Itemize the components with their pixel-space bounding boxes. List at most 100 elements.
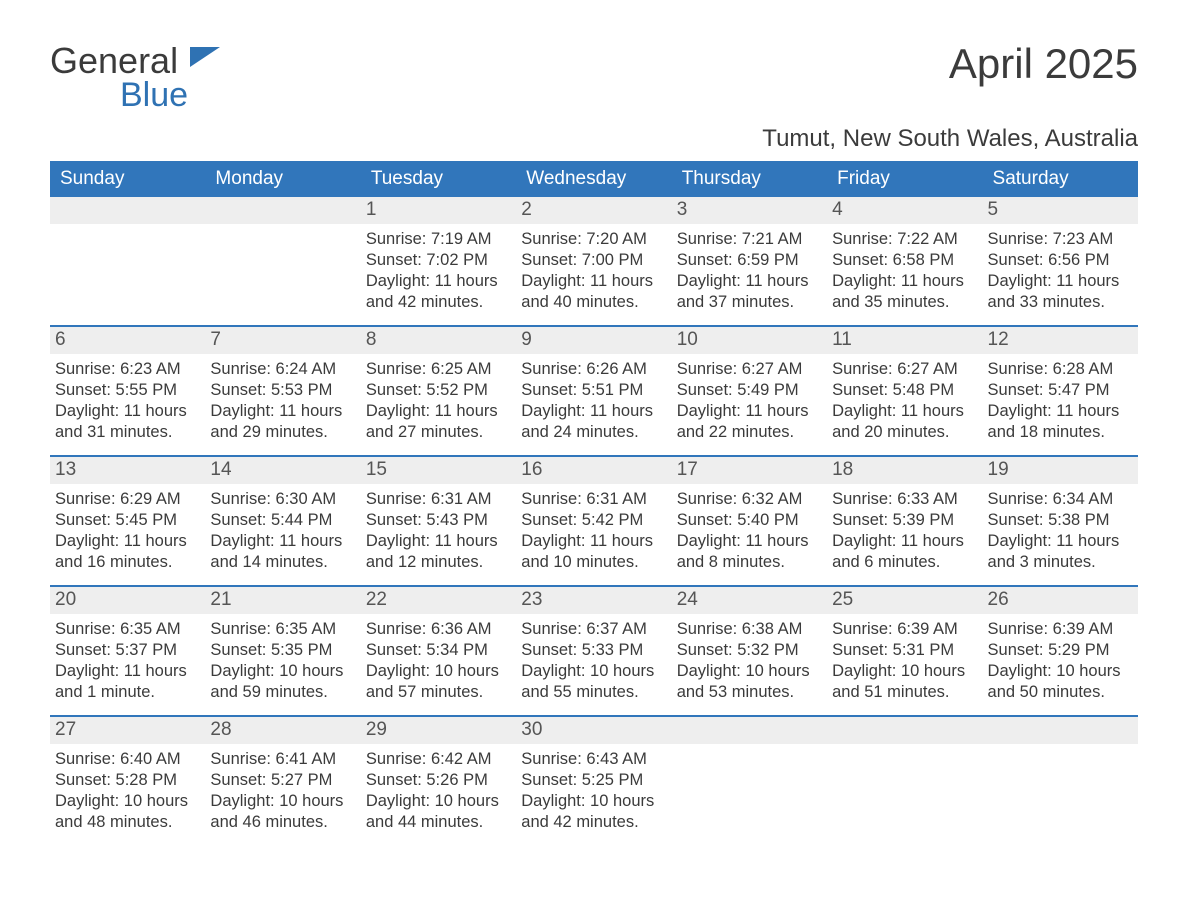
- date-number: 14: [205, 457, 360, 484]
- calendar-day: 24Sunrise: 6:38 AMSunset: 5:32 PMDayligh…: [672, 587, 827, 715]
- sunrise-text: Sunrise: 7:22 AM: [832, 229, 974, 250]
- daylight-text: Daylight: 11 hours and 35 minutes.: [832, 271, 974, 313]
- day-header-friday: Friday: [827, 161, 982, 197]
- calendar-day: 18 Sunrise: 6:33 AMSunset: 5:39 PMDayligh…: [827, 457, 982, 585]
- calendar-day: 14Sunrise: 6:30 AMSunset: 5:44 PMDayligh…: [205, 457, 360, 585]
- logo-flag-icon: [190, 40, 220, 81]
- calendar-day: 9Sunrise: 6:26 AMSunset: 5:51 PMDaylight…: [516, 327, 671, 455]
- sunrise-text: Sunrise: 6:35 AM: [55, 619, 197, 640]
- sunset-text: Sunset: 5:39 PM: [832, 510, 974, 531]
- day-header-tuesday: Tuesday: [361, 161, 516, 197]
- daylight-text: Daylight: 11 hours and 6 minutes.: [832, 531, 974, 573]
- sunset-text: Sunset: 5:29 PM: [988, 640, 1130, 661]
- day-details: Sunrise: 6:27 AMSunset: 5:48 PMDaylight:…: [827, 354, 982, 453]
- sunrise-text: Sunrise: 6:30 AM: [210, 489, 352, 510]
- calendar-day: 10Sunrise: 6:27 AMSunset: 5:49 PMDayligh…: [672, 327, 827, 455]
- sunset-text: Sunset: 6:56 PM: [988, 250, 1130, 271]
- daylight-text: Daylight: 10 hours and 46 minutes.: [210, 791, 352, 833]
- calendar-day: 19Sunrise: 6:34 AMSunset: 5:38 PMDayligh…: [983, 457, 1138, 585]
- sunset-text: Sunset: 5:47 PM: [988, 380, 1130, 401]
- calendar-day: 6Sunrise: 6:23 AMSunset: 5:55 PMDaylight…: [50, 327, 205, 455]
- sunrise-text: Sunrise: 6:43 AM: [521, 749, 663, 770]
- date-number: 18: [827, 457, 982, 484]
- sunset-text: Sunset: 5:55 PM: [55, 380, 197, 401]
- day-details: Sunrise: 6:39 AMSunset: 5:29 PMDaylight:…: [983, 614, 1138, 713]
- calendar-day: 17Sunrise: 6:32 AMSunset: 5:40 PMDayligh…: [672, 457, 827, 585]
- calendar-day: 5Sunrise: 7:23 AMSunset: 6:56 PMDaylight…: [983, 197, 1138, 325]
- calendar-day: 2Sunrise: 7:20 AMSunset: 7:00 PMDaylight…: [516, 197, 671, 325]
- day-details: Sunrise: 7:22 AMSunset: 6:58 PMDaylight:…: [827, 224, 982, 323]
- calendar-day: [205, 197, 360, 325]
- day-details: [50, 224, 205, 239]
- day-header-sunday: Sunday: [50, 161, 205, 197]
- sunrise-text: Sunrise: 6:33 AM: [832, 489, 974, 510]
- date-number: 21: [205, 587, 360, 614]
- calendar-week: 20Sunrise: 6:35 AMSunset: 5:37 PMDayligh…: [50, 585, 1138, 715]
- sunset-text: Sunset: 5:26 PM: [366, 770, 508, 791]
- date-number: 3: [672, 197, 827, 224]
- sunrise-text: Sunrise: 6:23 AM: [55, 359, 197, 380]
- sunset-text: Sunset: 5:48 PM: [832, 380, 974, 401]
- calendar-day: 12Sunrise: 6:28 AMSunset: 5:47 PMDayligh…: [983, 327, 1138, 455]
- day-details: Sunrise: 6:28 AMSunset: 5:47 PMDaylight:…: [983, 354, 1138, 453]
- sunset-text: Sunset: 5:31 PM: [832, 640, 974, 661]
- day-details: Sunrise: 6:26 AMSunset: 5:51 PMDaylight:…: [516, 354, 671, 453]
- calendar-day: 7Sunrise: 6:24 AMSunset: 5:53 PMDaylight…: [205, 327, 360, 455]
- day-details: Sunrise: 6:39 AMSunset: 5:31 PMDaylight:…: [827, 614, 982, 713]
- sunset-text: Sunset: 5:25 PM: [521, 770, 663, 791]
- date-number: 10: [672, 327, 827, 354]
- sunset-text: Sunset: 7:00 PM: [521, 250, 663, 271]
- calendar-day: 23Sunrise: 6:37 AMSunset: 5:33 PMDayligh…: [516, 587, 671, 715]
- daylight-text: Daylight: 10 hours and 44 minutes.: [366, 791, 508, 833]
- daylight-text: Daylight: 11 hours and 18 minutes.: [988, 401, 1130, 443]
- sunrise-text: Sunrise: 6:27 AM: [677, 359, 819, 380]
- date-number: 6: [50, 327, 205, 354]
- sunrise-text: Sunrise: 6:36 AM: [366, 619, 508, 640]
- day-details: Sunrise: 6:29 AMSunset: 5:45 PMDaylight:…: [50, 484, 205, 583]
- day-details: [983, 744, 1138, 759]
- sunrise-text: Sunrise: 6:39 AM: [832, 619, 974, 640]
- calendar-week: 27Sunrise: 6:40 AMSunset: 5:28 PMDayligh…: [50, 715, 1138, 845]
- sunrise-text: Sunrise: 6:24 AM: [210, 359, 352, 380]
- header-row: General Blue April 2025: [50, 40, 1138, 115]
- date-number: 28: [205, 717, 360, 744]
- calendar-week: 1Sunrise: 7:19 AMSunset: 7:02 PMDaylight…: [50, 197, 1138, 325]
- sunset-text: Sunset: 5:38 PM: [988, 510, 1130, 531]
- sunset-text: Sunset: 5:42 PM: [521, 510, 663, 531]
- date-number: 11: [827, 327, 982, 354]
- daylight-text: Daylight: 11 hours and 8 minutes.: [677, 531, 819, 573]
- daylight-text: Daylight: 10 hours and 42 minutes.: [521, 791, 663, 833]
- calendar-day: [672, 717, 827, 845]
- daylight-text: Daylight: 11 hours and 37 minutes.: [677, 271, 819, 313]
- date-number: [50, 197, 205, 224]
- weeks-container: 1Sunrise: 7:19 AMSunset: 7:02 PMDaylight…: [50, 197, 1138, 845]
- calendar-day: 28 Sunrise: 6:41 AMSunset: 5:27 PMDayligh…: [205, 717, 360, 845]
- sunrise-text: Sunrise: 6:35 AM: [210, 619, 352, 640]
- day-details: [672, 744, 827, 759]
- calendar-day: 30Sunrise: 6:43 AMSunset: 5:25 PMDayligh…: [516, 717, 671, 845]
- day-details: Sunrise: 6:30 AMSunset: 5:44 PMDaylight:…: [205, 484, 360, 583]
- day-details: Sunrise: 6:32 AMSunset: 5:40 PMDaylight:…: [672, 484, 827, 583]
- daylight-text: Daylight: 11 hours and 24 minutes.: [521, 401, 663, 443]
- sunset-text: Sunset: 5:52 PM: [366, 380, 508, 401]
- daylight-text: Daylight: 10 hours and 51 minutes.: [832, 661, 974, 703]
- calendar-day: 8Sunrise: 6:25 AMSunset: 5:52 PMDaylight…: [361, 327, 516, 455]
- sunset-text: Sunset: 5:37 PM: [55, 640, 197, 661]
- sunrise-text: Sunrise: 7:21 AM: [677, 229, 819, 250]
- day-header-row: Sunday Monday Tuesday Wednesday Thursday…: [50, 161, 1138, 197]
- sunrise-text: Sunrise: 6:41 AM: [210, 749, 352, 770]
- brand-logo: General Blue: [50, 40, 220, 115]
- sunrise-text: Sunrise: 6:28 AM: [988, 359, 1130, 380]
- sunrise-text: Sunrise: 6:29 AM: [55, 489, 197, 510]
- day-details: Sunrise: 6:35 AMSunset: 5:35 PMDaylight:…: [205, 614, 360, 713]
- sunset-text: Sunset: 5:27 PM: [210, 770, 352, 791]
- sunset-text: Sunset: 6:59 PM: [677, 250, 819, 271]
- logo-text-general: General: [50, 40, 178, 81]
- daylight-text: Daylight: 11 hours and 10 minutes.: [521, 531, 663, 573]
- daylight-text: Daylight: 11 hours and 27 minutes.: [366, 401, 508, 443]
- calendar-day: 4Sunrise: 7:22 AMSunset: 6:58 PMDaylight…: [827, 197, 982, 325]
- calendar-grid: Sunday Monday Tuesday Wednesday Thursday…: [50, 161, 1138, 845]
- sunrise-text: Sunrise: 6:37 AM: [521, 619, 663, 640]
- daylight-text: Daylight: 10 hours and 55 minutes.: [521, 661, 663, 703]
- daylight-text: Daylight: 11 hours and 12 minutes.: [366, 531, 508, 573]
